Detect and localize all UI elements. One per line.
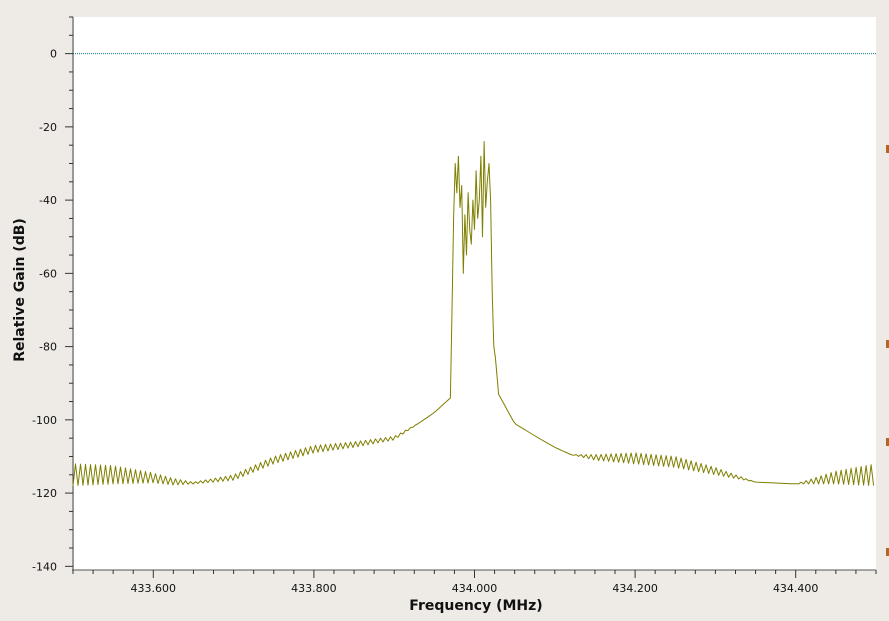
x-tick-label: 434.400 — [773, 582, 819, 595]
y-tick-label: -100 — [32, 414, 57, 427]
y-tick-label: -20 — [39, 121, 57, 134]
series-line — [72, 141, 875, 486]
x-tick-label: 433.800 — [291, 582, 337, 595]
x-tick-label: 433.600 — [131, 582, 177, 595]
y-tick-label: 0 — [50, 48, 57, 61]
plot-canvas — [72, 17, 876, 570]
y-tick-label: -40 — [39, 194, 57, 207]
series-layer — [72, 141, 875, 486]
y-axis-title: Relative Gain (dB) — [12, 218, 28, 362]
x-axis-title: Frequency (MHz) — [409, 598, 542, 614]
x-tick-label: 434.000 — [452, 582, 498, 595]
right-edge-marker — [886, 340, 889, 348]
right-edge-marker — [886, 145, 889, 153]
y-tick-label: -120 — [32, 487, 57, 500]
x-tick-label: 434.200 — [612, 582, 658, 595]
y-tick-label: -140 — [32, 560, 57, 573]
right-edge-marker — [886, 438, 889, 446]
y-tick-label: -60 — [39, 267, 57, 280]
right-edge-marker — [886, 548, 889, 556]
tick-layer: 0 -20 -40 -60 -80 -100 -120 -140 433.600 433.800 4… — [32, 16, 877, 595]
y-tick-label: -80 — [39, 341, 57, 354]
